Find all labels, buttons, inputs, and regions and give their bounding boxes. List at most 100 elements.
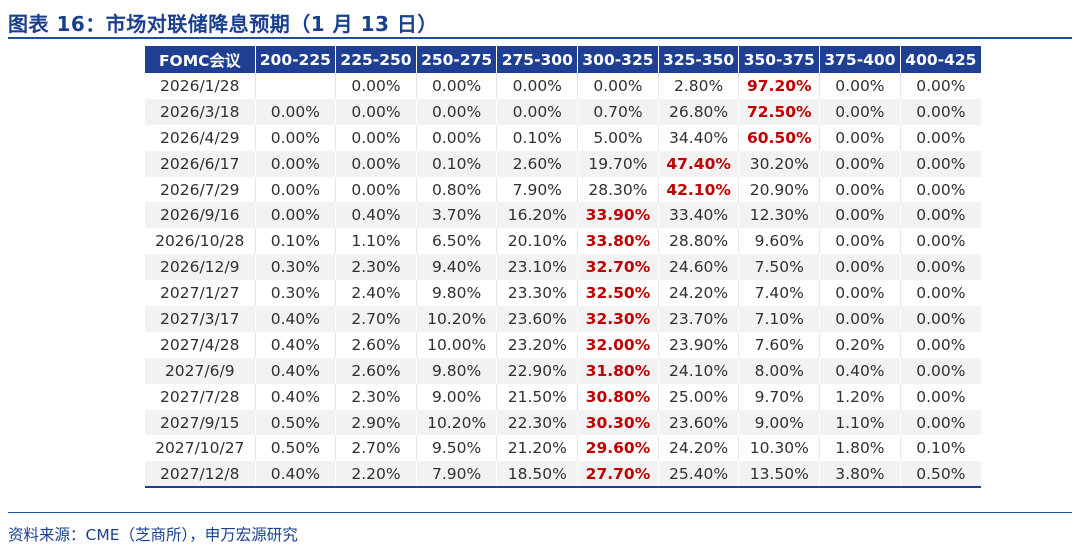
- probability-cell: 0.00%: [916, 232, 966, 251]
- probability-cell: 0.30%: [255, 280, 337, 307]
- probability-cell: 0.00%: [819, 202, 901, 229]
- probability-cell: 0.00%: [255, 176, 337, 203]
- meeting-date-cell: 2026/1/28: [145, 73, 256, 99]
- meeting-date-cell: 2027/7/28: [145, 383, 256, 410]
- header-cell-range: 250-275: [416, 46, 498, 73]
- probability-cell: 12.30%: [738, 202, 821, 229]
- table-row: 2026/6/17 0.00% 0.00% 0.10% 2.60% 19.70% 47.40…: [145, 150, 981, 177]
- meeting-date-cell: 2026/6/17: [145, 150, 256, 177]
- probability-cell-highlight: 30.30%: [577, 409, 659, 436]
- meeting-date-cell: 2027/6/9: [145, 357, 256, 384]
- probability-cell: 0.10%: [496, 124, 579, 151]
- header-cell-range: 375-400: [819, 46, 901, 73]
- table-row: 2027/1/27 0.30% 2.40% 9.80% 23.30% 32.50% 24.2…: [145, 280, 981, 307]
- probability-cell: [255, 73, 337, 99]
- probability-cell: 0.00%: [819, 150, 901, 177]
- header-cell-range: 275-300: [496, 46, 579, 73]
- probability-cell: 0.40%: [255, 306, 337, 332]
- probability-cell: 8.00%: [738, 357, 821, 384]
- probability-cell: 9.80%: [416, 357, 498, 384]
- header-cell-range: 300-325: [577, 46, 659, 73]
- probability-cell-highlight: 33.80%: [577, 228, 659, 255]
- probability-cell-highlight: 32.30%: [577, 306, 659, 332]
- table-body: 2026/1/28 0.00% 0.00% 0.00% 0.00% 2.80% 97.20%…: [145, 73, 981, 489]
- header-cell-range: 350-375: [738, 46, 821, 73]
- probability-cell: 0.00%: [819, 254, 901, 281]
- table-row: 2027/6/9 0.40% 2.60% 9.80% 22.90% 31.80% 24.10…: [145, 357, 981, 384]
- probability-cell: 0.00%: [416, 73, 498, 99]
- probability-cell: 2.60%: [496, 150, 579, 177]
- probability-cell-highlight: 32.00%: [577, 331, 659, 358]
- probability-cell: 0.00%: [916, 258, 966, 277]
- rate-probability-table: FOMC会议 200-225 225-250 250-275 275-300 3…: [145, 46, 981, 489]
- table-header-row: FOMC会议 200-225 225-250 250-275 275-300 3…: [145, 46, 981, 73]
- meeting-date-cell: 2027/4/28: [145, 331, 256, 358]
- probability-cell-highlight: 97.20%: [738, 73, 821, 99]
- meeting-date-cell: 2026/3/18: [145, 98, 256, 125]
- probability-cell: 20.10%: [496, 228, 579, 255]
- probability-cell: 19.70%: [577, 150, 659, 177]
- probability-cell-highlight: 42.10%: [658, 176, 740, 203]
- probability-cell: 0.10%: [255, 228, 337, 255]
- table-row: 2026/7/29 0.00% 0.00% 0.80% 7.90% 28.30% 42.10…: [145, 176, 981, 203]
- probability-cell: 1.10%: [335, 228, 417, 255]
- probability-cell: 0.00%: [255, 202, 337, 229]
- probability-cell: 13.50%: [738, 461, 821, 489]
- probability-cell: 0.00%: [255, 98, 337, 125]
- probability-cell: 0.00%: [416, 124, 498, 151]
- meeting-date-cell: 2027/9/15: [145, 409, 256, 436]
- probability-cell: 26.80%: [658, 98, 740, 125]
- meeting-date-cell: 2027/12/8: [145, 461, 256, 489]
- probability-cell: 0.10%: [916, 439, 966, 458]
- probability-cell: 9.80%: [416, 280, 498, 307]
- table-row: 2027/3/17 0.40% 2.70% 10.20% 23.60% 32.30% 23.…: [145, 306, 981, 332]
- probability-cell: 0.00%: [916, 335, 966, 354]
- probability-cell: 10.00%: [416, 331, 498, 358]
- probability-cell: 0.00%: [916, 387, 966, 406]
- probability-cell: 23.30%: [496, 280, 579, 307]
- probability-cell: 0.00%: [819, 306, 901, 332]
- probability-cell: 2.30%: [335, 383, 417, 410]
- probability-cell: 0.00%: [335, 176, 417, 203]
- probability-cell: 28.80%: [658, 228, 740, 255]
- probability-cell: 0.00%: [916, 309, 966, 328]
- probability-cell: 0.00%: [819, 280, 901, 307]
- probability-cell: 0.00%: [819, 98, 901, 125]
- probability-cell: 0.00%: [335, 73, 417, 99]
- probability-cell: 0.00%: [916, 413, 966, 432]
- probability-cell: 0.40%: [335, 202, 417, 229]
- probability-cell: 23.90%: [658, 331, 740, 358]
- probability-cell: 0.00%: [819, 73, 901, 99]
- probability-cell: 0.40%: [819, 357, 901, 384]
- probability-cell: 9.00%: [738, 409, 821, 436]
- probability-cell: 0.00%: [255, 124, 337, 151]
- header-cell-meeting: FOMC会议: [145, 46, 256, 73]
- probability-cell: 2.90%: [335, 409, 417, 436]
- probability-cell: 5.00%: [577, 124, 659, 151]
- probability-cell: 0.80%: [416, 176, 498, 203]
- table-row: 2027/9/15 0.50% 2.90% 10.20% 22.30% 30.30% 23.…: [145, 409, 981, 436]
- table-row: 2026/1/28 0.00% 0.00% 0.00% 0.00% 2.80% 97.20%…: [145, 73, 981, 99]
- probability-cell: 0.00%: [416, 98, 498, 125]
- probability-cell: 33.40%: [658, 202, 740, 229]
- probability-cell: 0.20%: [819, 331, 901, 358]
- probability-cell: 9.60%: [738, 228, 821, 255]
- probability-cell: 0.00%: [496, 98, 579, 125]
- probability-cell-highlight: 47.40%: [658, 150, 740, 177]
- header-cell-range: 225-250: [335, 46, 417, 73]
- probability-cell: 2.70%: [335, 435, 417, 462]
- probability-cell: 0.00%: [335, 98, 417, 125]
- table-row: 2027/4/28 0.40% 2.60% 10.00% 23.20% 32.00% 23.…: [145, 331, 981, 358]
- table-row: 2027/7/28 0.40% 2.30% 9.00% 21.50% 30.80% 25.0…: [145, 383, 981, 410]
- probability-cell: 23.20%: [496, 331, 579, 358]
- probability-cell: 7.90%: [496, 176, 579, 203]
- probability-cell: 7.10%: [738, 306, 821, 332]
- probability-cell-highlight: 29.60%: [577, 435, 659, 462]
- probability-cell-highlight: 27.70%: [577, 461, 659, 489]
- probability-cell: 7.50%: [738, 254, 821, 281]
- source-note: 资料来源：CME（芝商所），申万宏源研究: [8, 526, 298, 544]
- probability-cell: 0.00%: [335, 124, 417, 151]
- probability-cell: 20.90%: [738, 176, 821, 203]
- probability-cell: 0.00%: [916, 206, 966, 225]
- probability-cell: 9.50%: [416, 435, 498, 462]
